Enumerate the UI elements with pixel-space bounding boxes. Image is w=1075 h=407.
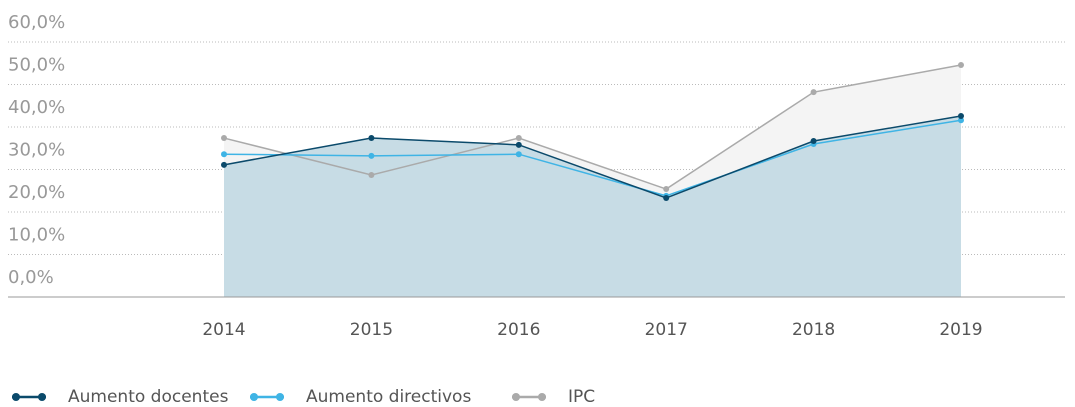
x-tick-label: 2019 — [939, 320, 982, 340]
point — [958, 112, 964, 119]
point — [221, 161, 227, 168]
line — [223, 119, 962, 197]
point — [515, 135, 522, 142]
legend-swatch — [12, 393, 20, 401]
point — [221, 151, 227, 158]
legend-swatch — [512, 393, 520, 401]
x-tick-label: 2014 — [202, 320, 245, 340]
y-tick-label: 20,0% — [8, 182, 65, 203]
line — [223, 115, 962, 199]
point — [368, 135, 375, 142]
point — [368, 152, 375, 159]
x-tick-label: 2015 — [350, 320, 393, 340]
point — [958, 61, 964, 68]
legend-label: Aumento directivos — [306, 387, 471, 407]
point — [663, 194, 670, 201]
point — [515, 141, 522, 148]
point — [221, 135, 227, 142]
point — [958, 117, 964, 124]
legend-label: IPC — [568, 387, 595, 407]
legend-swatch — [276, 393, 284, 401]
point — [515, 151, 522, 158]
point — [368, 172, 375, 179]
line — [223, 64, 962, 190]
point — [663, 186, 670, 193]
legend-swatch — [250, 393, 258, 401]
legend-swatch — [538, 393, 546, 401]
y-tick-label: 30,0% — [8, 140, 65, 161]
y-tick-label: 10,0% — [8, 225, 65, 246]
x-tick-label: 2016 — [497, 320, 540, 340]
y-tick-label: 50,0% — [8, 55, 65, 76]
y-tick-label: 60,0% — [8, 12, 65, 33]
legend-label: Aumento docentes — [68, 387, 229, 407]
point — [810, 89, 817, 96]
x-tick-label: 2017 — [645, 320, 688, 340]
area — [224, 115, 961, 297]
y-tick-label: 40,0% — [8, 97, 65, 118]
point — [810, 138, 817, 145]
x-tick-label: 2018 — [792, 320, 835, 340]
y-tick-label: 0,0% — [8, 267, 54, 288]
legend-swatch — [38, 393, 46, 401]
